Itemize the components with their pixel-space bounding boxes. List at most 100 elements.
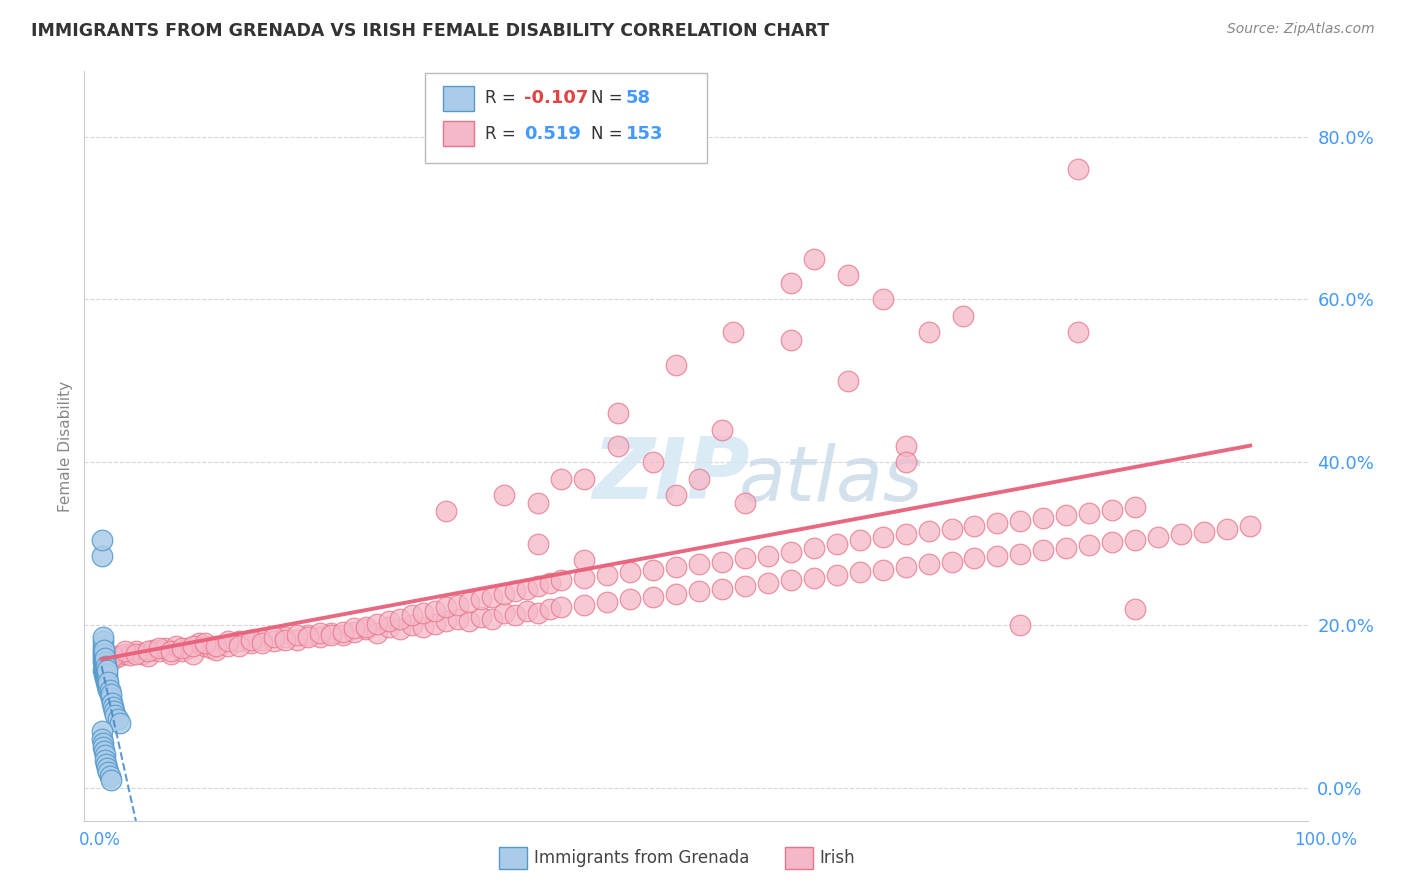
Point (188, 636, 211, 650)
Point (101, 649, 124, 664)
Point (170, 644, 193, 658)
Point (1010, 618, 1032, 632)
Point (91, 549, 114, 563)
Point (825, 567, 848, 582)
Point (94, 655, 117, 669)
Point (96, 667, 118, 681)
Point (94, 663, 117, 677)
Point (1067, 162, 1090, 177)
Point (136, 649, 159, 664)
Point (136, 644, 159, 658)
Point (114, 647, 136, 661)
Point (100, 691, 122, 706)
Point (458, 614, 481, 628)
Point (779, 276, 801, 290)
Point (263, 631, 285, 645)
Point (423, 603, 446, 617)
Point (239, 636, 262, 650)
Text: Immigrants from Grenada: Immigrants from Grenada (534, 849, 749, 867)
Point (285, 628, 308, 642)
Point (1192, 524, 1215, 539)
Point (101, 652, 124, 666)
Text: -0.107: -0.107 (524, 89, 589, 107)
Point (94, 650, 117, 665)
Point (803, 541, 825, 555)
Point (332, 628, 354, 642)
Point (217, 639, 239, 653)
Point (205, 642, 228, 657)
Point (446, 612, 468, 626)
Point (228, 639, 250, 653)
Point (1170, 527, 1192, 541)
Point (619, 566, 641, 580)
Point (963, 518, 986, 533)
Point (470, 592, 492, 607)
Point (492, 488, 515, 502)
Point (96, 659, 118, 673)
Point (803, 571, 825, 585)
Point (91, 736, 114, 750)
Text: 0.519: 0.519 (524, 125, 581, 143)
Point (917, 557, 939, 571)
Point (723, 325, 745, 339)
Point (665, 488, 688, 502)
Point (527, 579, 550, 593)
Point (100, 772, 122, 787)
Text: 153: 153 (626, 125, 664, 143)
Point (401, 618, 423, 632)
Point (688, 472, 710, 486)
Point (734, 579, 756, 593)
Point (952, 309, 974, 323)
Point (91, 647, 114, 661)
Point (96, 671, 118, 685)
Point (401, 608, 423, 623)
Text: 0.0%: 0.0% (79, 831, 121, 849)
Point (550, 574, 572, 588)
Point (1010, 547, 1032, 561)
Point (93, 663, 115, 677)
Point (446, 598, 468, 612)
Point (91, 642, 114, 657)
Text: R =: R = (485, 89, 522, 107)
Point (108, 649, 131, 664)
Point (91, 533, 114, 547)
Point (503, 584, 526, 599)
Point (96, 761, 118, 775)
Point (986, 549, 1008, 563)
Point (97, 675, 120, 690)
Point (98, 687, 121, 701)
Text: N =: N = (591, 125, 627, 143)
Point (665, 559, 688, 574)
Point (200, 640, 222, 655)
Point (94, 748, 117, 763)
Point (94, 659, 117, 673)
Point (114, 644, 136, 658)
Point (389, 612, 412, 626)
Point (756, 549, 779, 563)
Point (894, 439, 917, 453)
Point (1101, 502, 1123, 516)
Point (458, 595, 481, 609)
Point (665, 358, 688, 372)
Point (252, 632, 274, 647)
Point (125, 647, 148, 661)
Point (91, 740, 114, 755)
Point (343, 622, 366, 636)
Point (194, 636, 217, 650)
Point (516, 603, 538, 617)
Point (779, 545, 801, 559)
Point (688, 584, 710, 599)
Point (779, 574, 801, 588)
Point (94, 671, 117, 685)
Point (183, 639, 205, 653)
Point (963, 551, 986, 566)
Point (492, 587, 515, 601)
Point (96, 756, 118, 771)
Point (1054, 508, 1077, 523)
Point (894, 527, 917, 541)
Point (527, 537, 550, 551)
Point (120, 648, 142, 663)
Point (412, 606, 434, 620)
Point (688, 557, 710, 571)
Point (596, 567, 619, 582)
